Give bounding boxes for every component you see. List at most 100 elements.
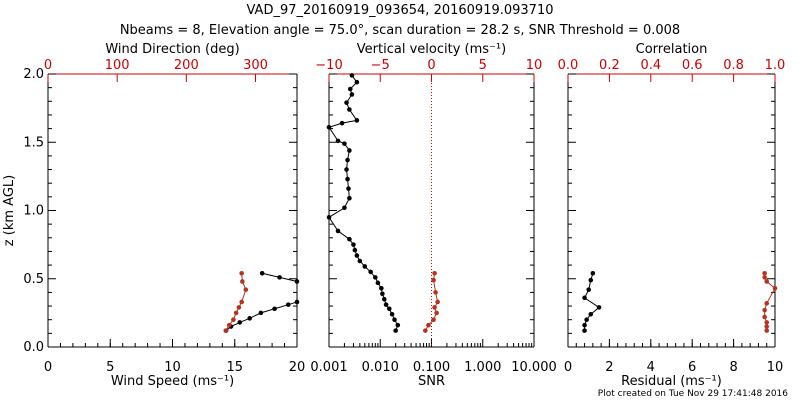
- data-point: [240, 279, 245, 284]
- data-point: [382, 296, 387, 302]
- data-point: [233, 310, 239, 316]
- x-tick-label: 0.001: [310, 360, 347, 375]
- data-point: [354, 118, 360, 123]
- data-point: [344, 167, 349, 172]
- data-point: [590, 270, 596, 276]
- data-point: [764, 301, 770, 306]
- data-point: [347, 195, 352, 201]
- data-point: [277, 275, 282, 280]
- top-x-axis-label: Correlation: [636, 42, 708, 57]
- data-point: [326, 215, 332, 220]
- top-x-axis-label: Vertical velocity (ms⁻¹): [357, 42, 506, 57]
- data-point: [764, 279, 770, 284]
- data-point: [588, 277, 594, 283]
- data-point: [362, 264, 368, 269]
- x-axis-label: SNR: [418, 374, 445, 389]
- top-x-tick-label: 0.6: [682, 58, 703, 73]
- data-point: [379, 286, 384, 291]
- data-point: [357, 258, 363, 264]
- top-x-tick-label: 200: [174, 58, 199, 73]
- x-tick-label: 0.010: [362, 360, 399, 375]
- data-point: [326, 124, 332, 130]
- top-x-tick-label: 300: [243, 58, 268, 73]
- x-tick-label: 1.000: [464, 360, 501, 375]
- top-x-tick-label: −10: [315, 58, 342, 73]
- data-point: [380, 291, 385, 297]
- data-point: [423, 328, 428, 333]
- data-point: [435, 299, 440, 305]
- data-point: [432, 305, 437, 310]
- data-point: [354, 79, 360, 85]
- chart-subtitle: Nbeams = 8, Elevation angle = 75.0°, sca…: [120, 23, 680, 38]
- data-point: [588, 311, 594, 317]
- data-point: [434, 310, 439, 316]
- data-point: [345, 157, 350, 163]
- x-tick-label: 0.100: [413, 360, 450, 375]
- x-tick-label: 15: [226, 360, 243, 375]
- x-axis-label: Residual (ms⁻¹): [621, 374, 722, 389]
- data-point: [426, 322, 431, 328]
- data-point: [294, 299, 300, 305]
- data-point: [375, 280, 381, 286]
- data-point: [764, 320, 770, 325]
- top-x-tick-label: 1.0: [765, 58, 786, 73]
- data-point: [342, 205, 347, 211]
- top-x-tick-label: 5: [479, 58, 487, 73]
- top-x-tick-label: 100: [105, 58, 130, 73]
- x-tick-label: 20: [289, 360, 306, 375]
- data-point: [349, 73, 355, 78]
- y-tick-label: 0.5: [23, 272, 44, 287]
- data-point: [346, 186, 351, 191]
- data-point: [372, 275, 378, 280]
- data-point: [762, 314, 767, 320]
- data-point: [247, 316, 252, 321]
- data-point: [226, 322, 232, 328]
- x-tick-label: 10.000: [511, 360, 557, 375]
- x-tick-label: 8: [729, 360, 737, 375]
- data-point: [347, 86, 353, 92]
- data-point: [762, 270, 767, 276]
- data-point: [764, 324, 770, 329]
- data-point: [259, 270, 265, 276]
- data-point: [764, 328, 770, 333]
- x-tick-label: 5: [106, 360, 114, 375]
- y-tick-label: 1.5: [23, 135, 44, 150]
- data-point: [339, 120, 345, 126]
- plot-credit: Plot created on Tue Nov 29 17:41:48 2016: [598, 389, 788, 399]
- data-point: [582, 322, 587, 328]
- data-point: [431, 317, 436, 323]
- data-point: [335, 228, 341, 234]
- data-point: [223, 328, 229, 333]
- data-point: [762, 275, 767, 280]
- data-point: [354, 253, 360, 258]
- data-point: [347, 148, 352, 153]
- x-tick-label: 0: [564, 360, 572, 375]
- top-x-tick-label: 0: [427, 58, 435, 73]
- data-point: [352, 247, 358, 253]
- y-tick-label: 1.0: [23, 204, 44, 219]
- data-point: [345, 176, 350, 182]
- data-point: [772, 286, 778, 291]
- data-point: [582, 295, 587, 301]
- x-tick-label: 2: [605, 360, 613, 375]
- y-tick-label: 0.0: [23, 340, 44, 355]
- x-tick-label: 6: [688, 360, 696, 375]
- data-point: [596, 305, 602, 310]
- data-point: [243, 287, 249, 292]
- top-x-axis-label: Wind Direction (deg): [105, 42, 239, 57]
- top-x-tick-label: 0.8: [723, 58, 744, 73]
- data-point: [393, 328, 398, 333]
- y-axis-label: z (km AGL): [2, 175, 17, 246]
- data-point: [239, 299, 244, 305]
- data-point: [762, 307, 767, 313]
- data-point: [344, 100, 349, 105]
- data-point: [586, 287, 591, 292]
- data-point: [584, 317, 589, 323]
- series-line: [225, 301, 298, 332]
- data-point: [389, 311, 395, 317]
- x-tick-label: 0: [44, 360, 52, 375]
- top-x-tick-label: 10: [526, 58, 543, 73]
- data-point: [342, 141, 347, 146]
